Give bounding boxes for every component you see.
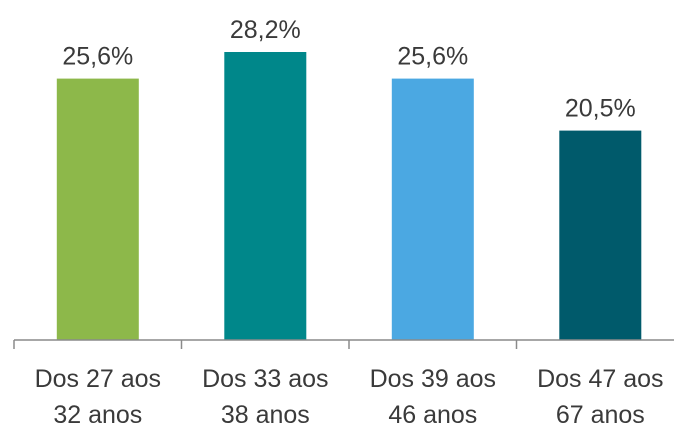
- category-label-3-line-1: Dos 39 aos: [370, 365, 496, 393]
- category-label-3-line-2: 46 anos: [388, 401, 477, 425]
- value-label-3: 25,6%: [397, 43, 468, 71]
- value-label-4: 20,5%: [565, 95, 636, 123]
- category-labels-layer: Dos 27 aos 32 anos Dos 33 aos 38 anos Dos 39…: [35, 365, 664, 425]
- category-label-4: Dos 47 aos 67 anos: [537, 365, 663, 425]
- category-label-1: Dos 27 aos 32 anos: [35, 365, 161, 425]
- bar-4: [559, 130, 642, 340]
- category-label-2-line-1: Dos 33 aos: [202, 365, 328, 393]
- category-label-1-line-2: 32 anos: [53, 401, 142, 425]
- category-label-2: Dos 33 aos 38 anos: [202, 365, 328, 425]
- category-label-4-line-1: Dos 47 aos: [537, 365, 663, 393]
- category-label-3: Dos 39 aos 46 anos: [370, 365, 496, 425]
- category-label-2-line-2: 38 anos: [221, 401, 310, 425]
- value-labels-layer: 25,6% 28,2% 25,6% 20,5%: [62, 16, 635, 123]
- x-axis: [13, 339, 674, 349]
- bar-3: [391, 78, 474, 340]
- bar-2: [224, 52, 307, 340]
- value-label-1: 25,6%: [62, 43, 133, 71]
- bar-1: [56, 78, 139, 340]
- value-label-2: 28,2%: [230, 16, 301, 44]
- bars-layer: [56, 52, 642, 340]
- category-label-1-line-1: Dos 27 aos: [35, 365, 161, 393]
- category-label-4-line-2: 67 anos: [556, 401, 645, 425]
